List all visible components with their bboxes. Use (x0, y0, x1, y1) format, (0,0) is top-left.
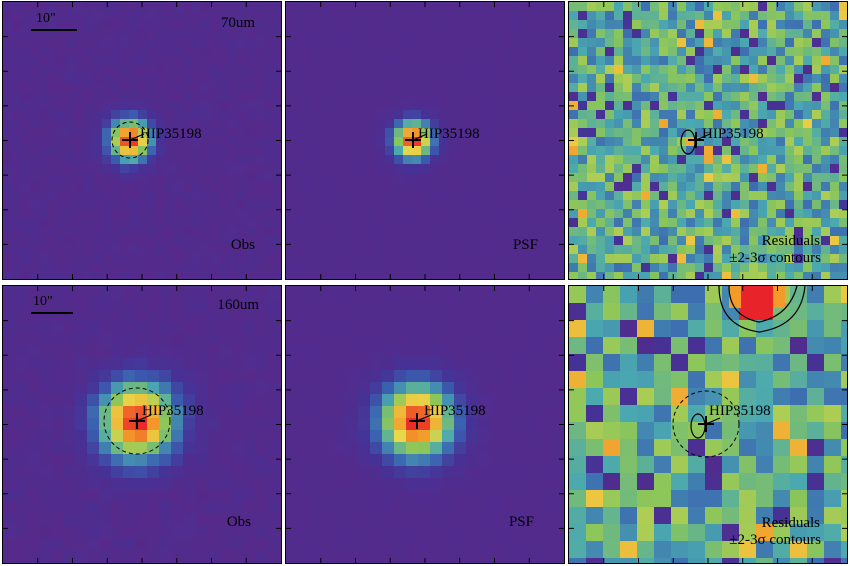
source-label: HIP35198 (709, 403, 771, 419)
scale-bar-label: 10" (33, 294, 53, 309)
pixel-map (286, 2, 564, 279)
panel-label: Obs (230, 237, 255, 253)
image-70um-obs (3, 2, 281, 279)
source-label: HIP35198 (424, 403, 486, 419)
panel-label: Obs (226, 514, 251, 530)
source-label: HIP35198 (142, 403, 204, 419)
image-160um-obs (3, 286, 281, 563)
panel-label: PSF (508, 514, 534, 530)
panel-label-line1: Residuals (761, 515, 820, 531)
source-marker (122, 132, 145, 148)
scale-bar (31, 312, 73, 314)
panel-label-line2: ±2-3σ contours (729, 532, 821, 548)
axis-ticks (3, 286, 281, 563)
panel-160um-residuals: HIP35198 Residuals ±2-3σ contours (568, 285, 848, 564)
source-marker (405, 132, 428, 148)
pixel-map (3, 2, 281, 279)
source-label: HIP35198 (418, 126, 480, 142)
band-label: 160um (217, 297, 259, 313)
source-marker (688, 132, 711, 148)
aperture-circle (672, 390, 740, 458)
source-marker (409, 413, 432, 429)
source-marker (129, 413, 152, 429)
axis-ticks (3, 2, 281, 279)
scale-bar (31, 29, 77, 31)
panel-70um-psf: HIP35198 PSF (285, 1, 565, 280)
source-label: HIP35198 (702, 126, 764, 142)
panel-label: PSF (512, 237, 538, 253)
axis-ticks (569, 2, 847, 279)
source-marker (698, 416, 721, 432)
image-160um-residuals (569, 286, 847, 563)
pixel-map (569, 286, 847, 563)
image-70um-residuals (569, 2, 847, 279)
pixel-map (569, 2, 847, 279)
axis-ticks (286, 2, 564, 279)
pixel-map (3, 286, 281, 563)
axis-ticks (569, 286, 847, 563)
panel-160um-psf: HIP35198 PSF (285, 285, 565, 564)
panel-160um-obs: 10" 160um HIP35198 Obs (2, 285, 282, 564)
pixel-map (286, 286, 564, 563)
axis-ticks (286, 286, 564, 563)
aperture-circle (103, 387, 171, 455)
band-label: 70um (220, 15, 255, 31)
panel-70um-residuals: HIP35198 Residuals ±2-3σ contours (568, 1, 848, 280)
scale-bar-label: 10" (36, 11, 56, 26)
panel-70um-obs: 10" 70um HIP35198 Obs (2, 1, 282, 280)
aperture-circle (111, 121, 149, 159)
panel-label-line2: ±2-3σ contours (729, 250, 821, 266)
image-160um-psf (286, 286, 564, 563)
panel-label-line1: Residuals (761, 233, 820, 249)
image-70um-psf (286, 2, 564, 279)
source-label: HIP35198 (140, 126, 202, 142)
